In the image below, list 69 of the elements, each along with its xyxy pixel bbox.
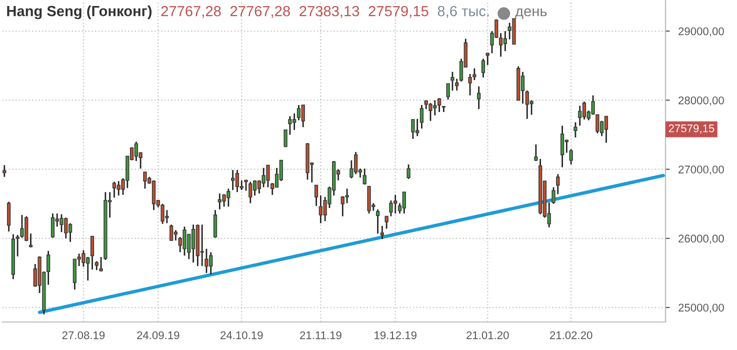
y-tick-label: 28000,00 — [678, 96, 724, 106]
candlestick — [376, 208, 380, 234]
candlestick — [143, 171, 147, 190]
candlestick — [112, 181, 116, 198]
candlestick — [60, 214, 64, 233]
y-tick-label: 25000,00 — [678, 304, 724, 313]
candlestick — [520, 71, 525, 104]
candlestick — [481, 58, 486, 78]
chart-title: Hang Seng (Гонконг) — [7, 6, 152, 20]
candlestick — [582, 100, 586, 120]
candlestick — [296, 104, 301, 121]
candlestick — [402, 191, 406, 214]
candlestick — [182, 226, 186, 256]
candlestick — [380, 225, 384, 240]
candlestick — [362, 168, 366, 186]
y-tick-label: 26000,00 — [678, 234, 724, 244]
candlestick — [446, 82, 450, 100]
candlestick — [90, 236, 94, 270]
candlestick — [6, 201, 11, 232]
annotation: 27767,28 — [230, 6, 290, 18]
x-tick-label: 27.08.19 — [62, 331, 105, 340]
candlestick — [604, 116, 608, 144]
candlestick — [578, 105, 582, 126]
candlestick — [476, 86, 481, 110]
candlestick — [428, 102, 432, 122]
candlestick — [301, 104, 305, 128]
annotation: 27579,15 — [368, 6, 428, 18]
candlestick — [191, 224, 196, 264]
candlestick — [152, 180, 156, 211]
candlestick — [503, 30, 508, 52]
annotation: 8,6 тыс. — [438, 6, 489, 18]
candlestick — [252, 180, 257, 196]
x-tick-label: 21.02.20 — [550, 331, 592, 340]
annotation: день — [515, 8, 547, 20]
y-tick-label: 29000,00 — [678, 27, 724, 37]
candlestick — [213, 209, 218, 238]
x-tick-label: 21.11.19 — [300, 331, 342, 340]
candlestick — [437, 97, 442, 113]
candlestick — [450, 71, 454, 92]
annotation: 27383,13 — [300, 6, 360, 18]
x-tick-label: 19.12.19 — [374, 331, 416, 340]
annotation: 27767,28 — [161, 6, 221, 18]
candlestick — [235, 169, 240, 193]
candlestick — [384, 216, 388, 230]
candlestick — [266, 164, 270, 188]
candlestick — [68, 222, 72, 243]
candlestick — [596, 114, 600, 134]
candlestick — [574, 122, 578, 138]
candlestick — [415, 118, 420, 137]
x-tick-label: 24.09.19 — [137, 331, 180, 340]
x-tick-label: 24.10.19 — [220, 331, 263, 340]
candlestick — [170, 224, 174, 242]
candlestick — [420, 104, 424, 130]
candlestick — [28, 232, 33, 248]
candlestick — [231, 169, 235, 191]
candlestick — [72, 258, 77, 290]
y-tick-label: 27000,00 — [678, 166, 724, 175]
x-tick-label: 21.01.20 — [466, 331, 509, 340]
text: 27579,15 — [668, 124, 714, 134]
candlestick — [99, 256, 103, 272]
candlestick — [50, 212, 55, 238]
candlestick — [134, 140, 138, 162]
candlestick — [318, 194, 323, 224]
candlestick — [560, 125, 564, 168]
candlestick — [534, 144, 538, 162]
candlestick — [406, 164, 410, 180]
candlestick — [411, 118, 415, 140]
candlestick — [314, 184, 318, 207]
candlestick — [498, 32, 503, 58]
